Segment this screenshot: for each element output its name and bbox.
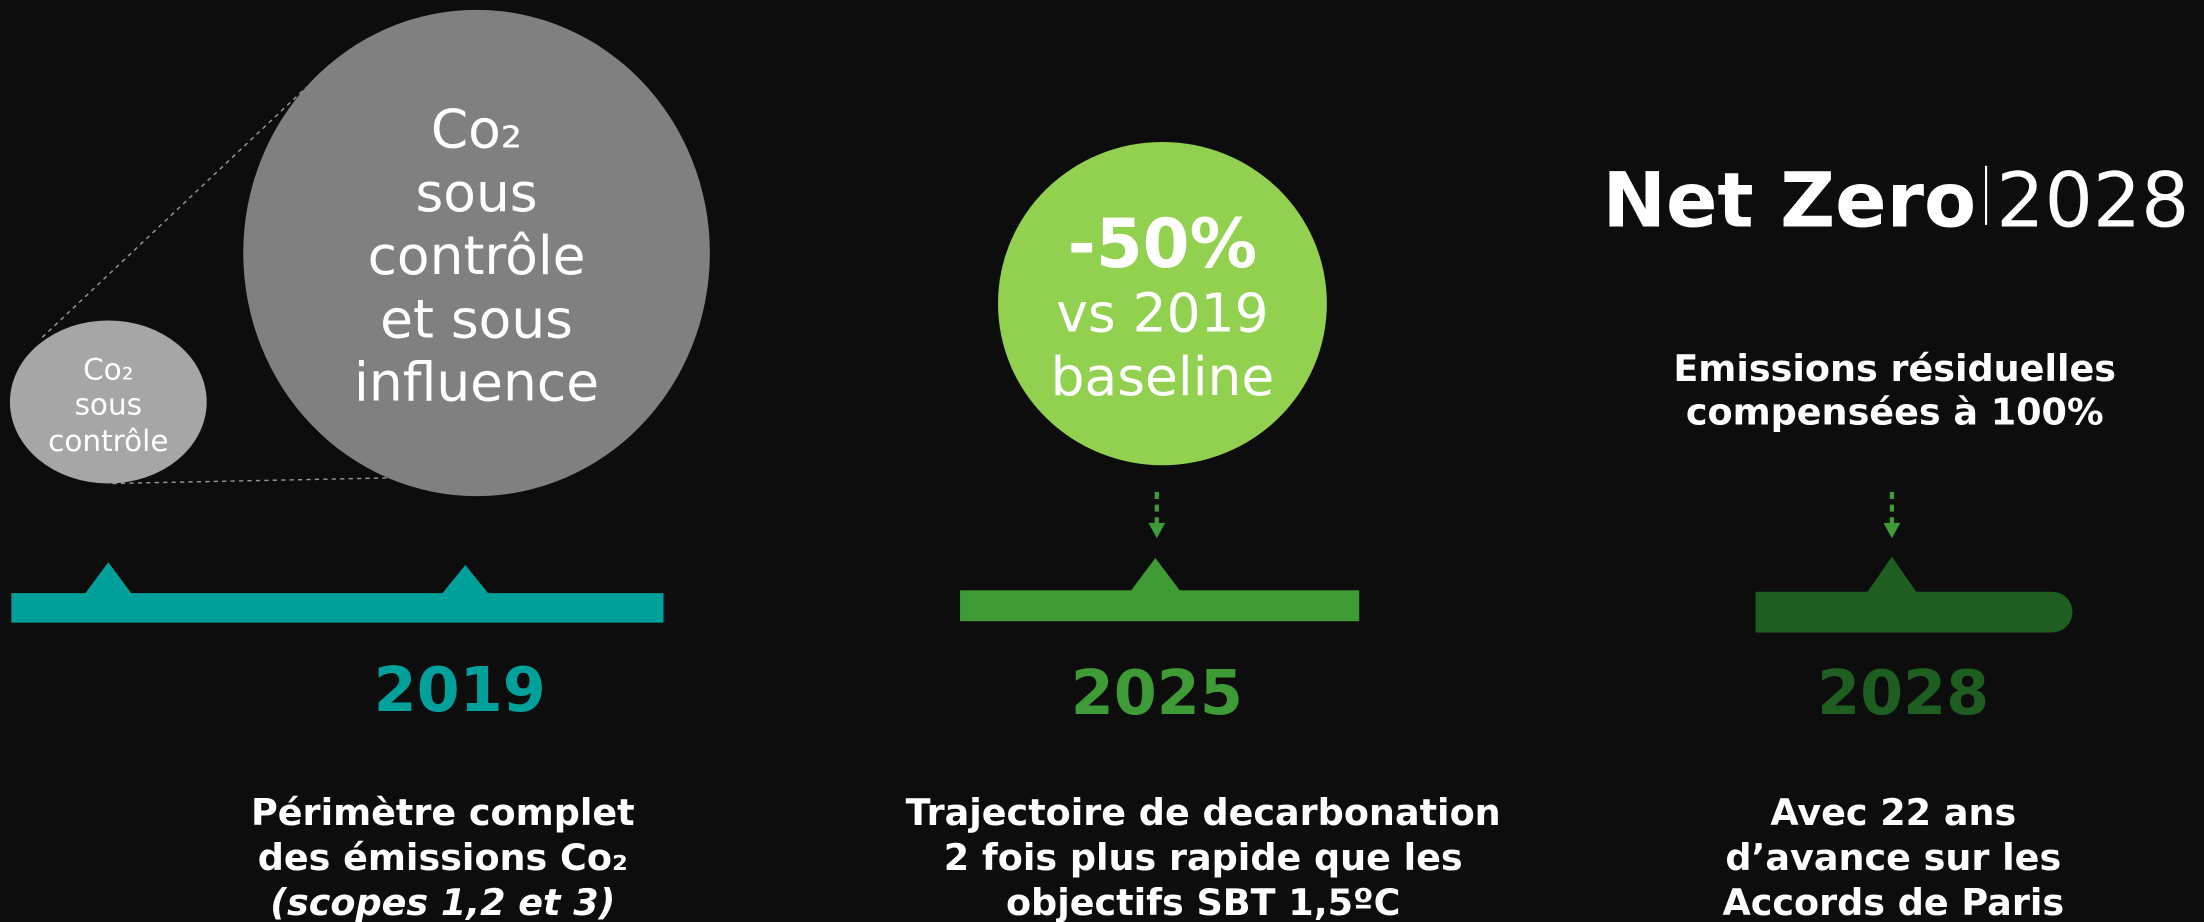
description: Périmètre complet (251, 791, 635, 834)
zoom-line (41, 86, 307, 338)
net-zero-year: 2028 (1996, 156, 2189, 244)
circle-text: et sous (380, 287, 573, 350)
description: Accords de Paris (1722, 881, 2064, 922)
timeline-bar (11, 593, 664, 623)
description: Trajectoire de decarbonation (906, 791, 1501, 834)
description: d’avance sur les (1725, 836, 2061, 879)
target-circle (997, 141, 1327, 466)
circle-text: sous (415, 161, 537, 224)
bar-marker (84, 562, 133, 595)
circle-text: influence (354, 351, 599, 414)
circle-text: Co₂ (83, 352, 133, 386)
target-text: vs 2019 (1056, 282, 1268, 345)
milestone-year: 2028 (1817, 657, 1989, 729)
target-text: baseline (1051, 345, 1275, 408)
large-circle (243, 9, 710, 497)
circle-text: contrôle (48, 424, 168, 458)
description: 2 fois plus rapide que les (944, 836, 1463, 879)
milestone-year: 2025 (1071, 657, 1243, 729)
target-value: -50% (1068, 204, 1257, 283)
timeline-bar (1755, 591, 2073, 633)
circle-text: Co₂ (431, 98, 522, 161)
arrow-head (1148, 522, 1166, 539)
description: Avec 22 ans (1770, 791, 2016, 834)
description: objectifs SBT 1,5ºC (1006, 881, 1400, 922)
circle-text: sous (75, 388, 142, 422)
bar-marker (1866, 556, 1918, 594)
timeline-bar (960, 590, 1360, 622)
description: (scopes 1,2 et 3) (270, 881, 615, 922)
circle-text: contrôle (368, 224, 586, 287)
milestone-year: 2019 (374, 654, 546, 726)
description: des émissions Co₂ (258, 836, 628, 879)
net-zero-title: Net Zero (1602, 156, 1976, 244)
bar-marker (1130, 557, 1181, 592)
small-circle (9, 320, 207, 484)
bar-marker (441, 565, 490, 595)
net-zero-note: Emissions résiduelles (1673, 347, 2116, 390)
arrow-head (1883, 522, 1901, 539)
net-zero-note: compensées à 100% (1686, 390, 2104, 433)
